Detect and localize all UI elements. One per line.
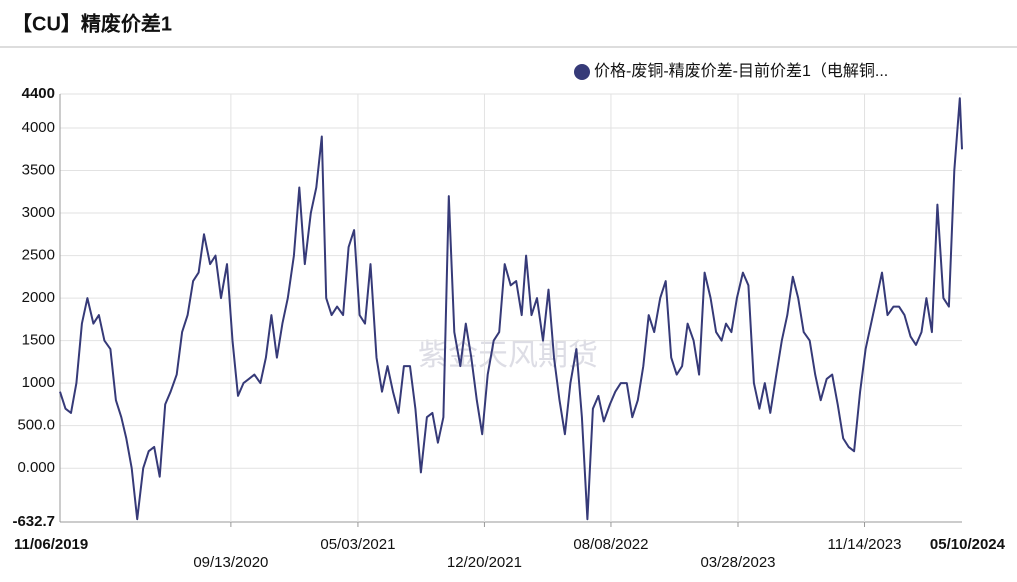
legend-label: 价格-废铜-精废价差-目前价差1（电解铜... [594,62,888,80]
y-tick-label: 4000 [22,119,55,136]
x-tick-label: 08/08/2022 [573,536,648,553]
y-tick-label: 1500 [22,332,55,349]
y-tick-label: 4400 [22,85,55,102]
legend-marker [574,64,590,80]
y-tick-label: 2000 [22,289,55,306]
y-tick-label: 1000 [22,374,55,391]
x-tick-label: 09/13/2020 [193,554,268,571]
x-tick-label: 05/10/2024 [930,536,1006,553]
x-tick-label: 03/28/2023 [700,554,775,571]
chart-title: 【CU】精废价差1 [12,11,172,35]
watermark: 紫金天风期货 [418,339,598,372]
series-line [59,97,963,521]
y-tick-label: 2500 [22,247,55,264]
y-tick-label: 3000 [22,204,55,221]
y-tick-label: -632.7 [12,513,55,530]
y-tick-label: 0.000 [17,459,55,476]
x-tick-label: 11/14/2023 [828,536,902,553]
x-tick-label: 05/03/2021 [320,536,395,553]
y-tick-label: 3500 [22,162,55,179]
x-tick-label: 11/06/2019 [14,536,88,553]
y-tick-label: 500.0 [17,417,55,434]
x-tick-label: 12/20/2021 [447,554,522,571]
